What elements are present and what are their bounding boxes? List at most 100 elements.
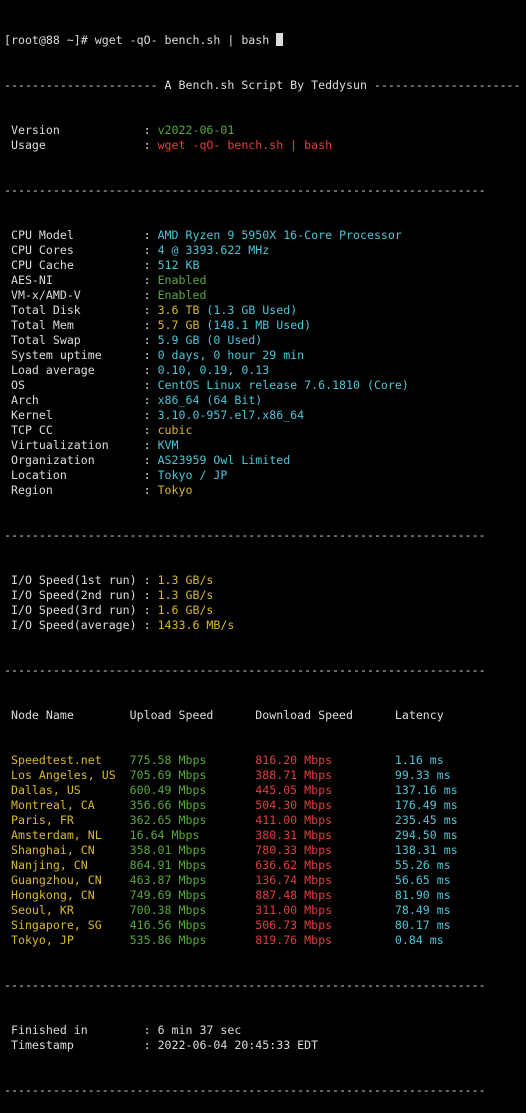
speed-table-header: Node Name Upload Speed Download Speed La… <box>4 708 444 722</box>
separator: ----------------------------------------… <box>4 1083 486 1097</box>
info-value: v2022-06-01 <box>157 123 235 137</box>
separator: ----------------------------------------… <box>4 978 486 992</box>
info-label: Virtualization : <box>4 438 158 452</box>
info-label: System uptime : <box>4 348 158 362</box>
upload-speed: 416.56 Mbps <box>129 918 256 932</box>
download-speed: 380.31 Mbps <box>255 828 395 842</box>
info-value: 512 KB <box>157 258 200 272</box>
info-value: 5.7 GB <box>157 318 200 332</box>
system-info-row: Total Disk : 3.6 TB (1.3 GB Used) <box>4 303 526 318</box>
system-info-row: OS : CentOS Linux release 7.6.1810 (Core… <box>4 378 526 393</box>
footer-value: 2022-06-04 20:45:33 EDT <box>157 1038 319 1052</box>
info-value: 0.10, 0.19, 0.13 <box>157 363 270 377</box>
latency: 176.49 ms <box>394 798 458 812</box>
info-value: AMD Ryzen 9 5950X 16-Core Processor <box>157 228 402 242</box>
node-name: Amsterdam, NL <box>4 828 130 842</box>
system-info-row: Arch : x86_64 (64 Bit) <box>4 393 526 408</box>
upload-speed: 600.49 Mbps <box>129 783 256 797</box>
speed-row: Los Angeles, US 705.69 Mbps 388.71 Mbps … <box>4 768 526 783</box>
info-value: Tokyo / JP <box>157 468 228 482</box>
download-speed: 136.74 Mbps <box>255 873 395 887</box>
system-info-row: VM-x/AMD-V : Enabled <box>4 288 526 303</box>
prompt-line: [root@88 ~]# wget -qO- bench.sh | bash <box>4 33 526 48</box>
separator: ----------------------------------------… <box>4 528 486 542</box>
upload-speed: 749.69 Mbps <box>129 888 256 902</box>
latency: 138.31 ms <box>394 843 458 857</box>
upload-speed: 16.64 Mbps <box>129 828 256 842</box>
download-speed: 411.00 Mbps <box>255 813 395 827</box>
node-name: Hongkong, CN <box>4 888 130 902</box>
download-speed: 819.76 Mbps <box>255 933 395 947</box>
info-value: 4 @ 3393.622 MHz <box>157 243 270 257</box>
download-speed: 388.71 Mbps <box>255 768 395 782</box>
info-value: AS23959 Owl Limited <box>157 453 291 467</box>
system-info-section: CPU Model : AMD Ryzen 9 5950X 16-Core Pr… <box>4 228 526 498</box>
speed-row: Paris, FR 362.65 Mbps 411.00 Mbps 235.45… <box>4 813 526 828</box>
info-row: Usage : wget -qO- bench.sh | bash <box>4 138 526 153</box>
system-info-row: Load average : 0.10, 0.19, 0.13 <box>4 363 526 378</box>
latency: 294.50 ms <box>394 828 458 842</box>
node-name: Guangzhou, CN <box>4 873 130 887</box>
speed-table: Speedtest.net 775.58 Mbps 816.20 Mbps 1.… <box>4 753 526 948</box>
upload-speed: 356.66 Mbps <box>129 798 256 812</box>
info-label: Usage : <box>4 138 158 152</box>
system-info-row: Total Swap : 5.9 GB (0 Used) <box>4 333 526 348</box>
node-name: Los Angeles, US <box>4 768 130 782</box>
footer-label: Finished in : <box>4 1023 158 1037</box>
system-info-row: AES-NI : Enabled <box>4 273 526 288</box>
system-info-row: TCP CC : cubic <box>4 423 526 438</box>
info-value: KVM <box>157 438 179 452</box>
info-label: Total Mem : <box>4 318 158 332</box>
download-speed: 445.05 Mbps <box>255 783 395 797</box>
io-speed-row: I/O Speed(average) : 1433.6 MB/s <box>4 618 526 633</box>
footer-row: Timestamp : 2022-06-04 20:45:33 EDT <box>4 1038 526 1053</box>
download-speed: 816.20 Mbps <box>255 753 395 767</box>
footer-row: Finished in : 6 min 37 sec <box>4 1023 526 1038</box>
info-label: CPU Cache : <box>4 258 158 272</box>
info-label: Location : <box>4 468 158 482</box>
system-info-row: CPU Model : AMD Ryzen 9 5950X 16-Core Pr… <box>4 228 526 243</box>
info-label: Kernel : <box>4 408 158 422</box>
speed-row: Guangzhou, CN 463.87 Mbps 136.74 Mbps 56… <box>4 873 526 888</box>
node-name: Paris, FR <box>4 813 130 827</box>
download-speed: 504.30 Mbps <box>255 798 395 812</box>
info-value: CentOS Linux release 7.6.1810 (Core) <box>157 378 409 392</box>
latency: 81.90 ms <box>394 888 451 902</box>
speed-row: Singapore, SG 416.56 Mbps 506.73 Mbps 80… <box>4 918 526 933</box>
speed-row: Nanjing, CN 864.91 Mbps 636.62 Mbps 55.2… <box>4 858 526 873</box>
upload-speed: 705.69 Mbps <box>129 768 256 782</box>
system-info-row: CPU Cores : 4 @ 3393.622 MHz <box>4 243 526 258</box>
info-row: Version : v2022-06-01 <box>4 123 526 138</box>
system-info-row: CPU Cache : 512 KB <box>4 258 526 273</box>
node-name: Speedtest.net <box>4 753 130 767</box>
upload-speed: 362.65 Mbps <box>129 813 256 827</box>
latency: 56.65 ms <box>394 873 451 887</box>
footer-label: Timestamp : <box>4 1038 158 1052</box>
info-label: VM-x/AMD-V : <box>4 288 158 302</box>
download-speed: 311.00 Mbps <box>255 903 395 917</box>
node-name: Tokyo, JP <box>4 933 130 947</box>
upload-speed: 358.01 Mbps <box>129 843 256 857</box>
info-value: cubic <box>157 423 193 437</box>
io-speed-row: I/O Speed(2nd run) : 1.3 GB/s <box>4 588 526 603</box>
info-label: Total Disk : <box>4 303 158 317</box>
upload-speed: 864.91 Mbps <box>129 858 256 872</box>
io-speed-row: I/O Speed(3rd run) : 1.6 GB/s <box>4 603 526 618</box>
node-name: Dallas, US <box>4 783 130 797</box>
node-name: Shanghai, CN <box>4 843 130 857</box>
cursor <box>276 33 284 46</box>
speed-row: Seoul, KR 700.38 Mbps 311.00 Mbps 78.49 … <box>4 903 526 918</box>
io-label: I/O Speed(1st run) : <box>4 573 158 587</box>
info-value: Enabled <box>157 288 207 302</box>
system-info-row: Organization : AS23959 Owl Limited <box>4 453 526 468</box>
node-name: Montreal, CA <box>4 798 130 812</box>
upload-speed: 775.58 Mbps <box>129 753 256 767</box>
io-value: 1.3 GB/s <box>157 588 214 602</box>
speed-row: Shanghai, CN 358.01 Mbps 780.33 Mbps 138… <box>4 843 526 858</box>
upload-speed: 535.86 Mbps <box>129 933 256 947</box>
banner-line: ---------------------- A Bench.sh Script… <box>4 78 521 92</box>
io-label: I/O Speed(3rd run) : <box>4 603 158 617</box>
info-label: Total Swap : <box>4 333 158 347</box>
prompt-text: [root@88 ~]# wget -qO- bench.sh | bash <box>4 33 270 47</box>
